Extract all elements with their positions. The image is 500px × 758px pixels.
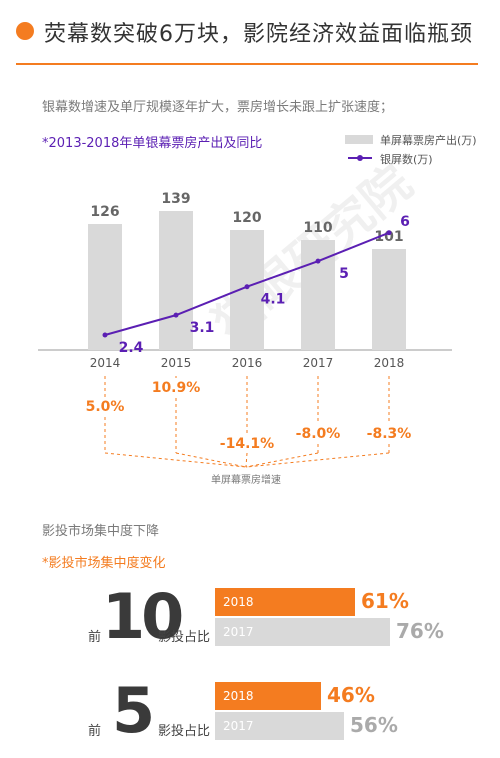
share-value: 46% [327,683,375,707]
bar-2016 [230,230,264,350]
bar-value-label: 101 [374,229,403,245]
share-value: 61% [361,589,409,613]
bar-value-label: 126 [90,204,119,220]
growth-label: -8.0% [296,426,341,442]
section2-intro: 影投市场集中度下降 [42,524,160,539]
growth-connector-hub [104,452,247,468]
legend-bar-label: 单屏幕票房产出(万) [380,134,477,147]
bar-value-label: 120 [232,210,261,226]
growth-label: -8.3% [367,426,412,442]
row-prefix: 前 [88,724,102,739]
bar-value-label: 139 [161,191,190,207]
row-big-number: 5 [112,674,155,747]
line-value-label: 4.1 [261,292,286,308]
title-divider [16,63,478,65]
line-value-label: 2.4 [119,340,144,356]
line-point [315,258,321,264]
chart-subtitle: *2013-2018年单银幕票房产出及同比 [42,136,263,151]
row-prefix: 前 [88,630,102,645]
bar-2015 [159,211,193,350]
share-bar-2017: 2017 [215,712,344,740]
share-value: 76% [396,619,444,643]
row-big-number: 10 [102,580,184,653]
growth-caption: 单屏幕票房增速 [211,473,281,486]
line-point [386,230,392,236]
line-point [102,332,108,338]
growth-label: 5.0% [86,399,125,415]
box-office-chart: 126 2014 139 2015 120 2016 110 2017 101 2018 2.4 3.… [38,191,452,486]
legend-line-label: 银屏数(万) [380,153,433,166]
line-value-label: 5 [339,266,349,282]
line-point [244,284,250,290]
line-value-label: 3.1 [190,320,215,336]
header-bullet-icon [16,22,34,40]
line-value-label: 6 [400,214,410,230]
share-bar-2017: 2017 [215,618,390,646]
legend-bar-swatch [345,135,373,144]
page-title: 荧幕数突破6万块，影院经济效益面临瓶颈 [44,22,473,47]
growth-label: -14.1% [220,436,274,452]
growth-connector-hub [245,452,390,468]
x-tick-label: 2015 [161,356,192,370]
bar-2014 [88,224,122,350]
share-bar-2018: 2018 [215,588,355,616]
section2-subtitle: *影投市场集中度变化 [42,556,166,571]
growth-connector-hub [175,452,247,468]
intro-text: 银幕数增速及单厅规模逐年扩大，票房增长未跟上扩张速度； [42,100,394,115]
bar-value-label: 110 [303,220,332,236]
x-tick-label: 2014 [90,356,121,370]
row-suffix: 影投占比 [158,724,211,739]
x-tick-label: 2018 [374,356,405,370]
line-point [173,312,179,318]
row-suffix: 影投占比 [158,630,211,645]
bar-2018 [372,249,406,350]
legend-line-dot [357,155,363,161]
growth-connector-hub [245,452,319,468]
share-bar-2018: 2018 [215,682,321,710]
growth-connector-hub [245,452,248,468]
bar-2017 [301,240,335,350]
share-value: 56% [350,713,398,737]
x-tick-label: 2016 [232,356,263,370]
x-tick-label: 2017 [303,356,334,370]
growth-label: 10.9% [152,380,201,396]
